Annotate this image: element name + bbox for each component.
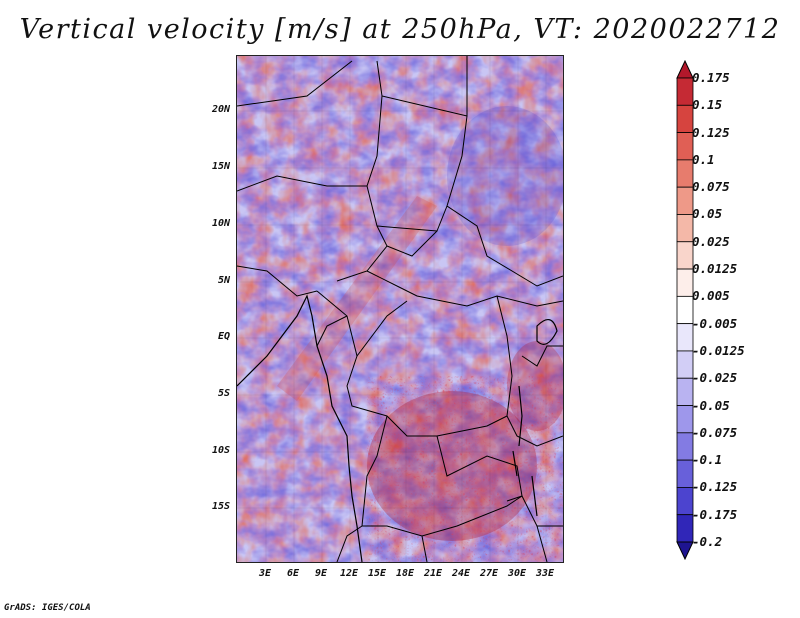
lon-tick-label: 33E [535,568,555,579]
velocity-field-map [237,56,563,562]
descent-region-ne [447,106,563,246]
colorbar-tick-label: 0.05 [692,206,723,222]
coastline [237,294,363,562]
colorbar-tick-label: -0.175 [692,506,738,522]
lon-tick-label: 30E [507,568,527,579]
colorbar-segment [676,350,694,379]
chart-title: Vertical velocity [m/s] at 250hPa, VT: 2… [19,14,781,45]
colorbar [676,60,694,560]
colorbar-tick-label: -0.05 [692,397,730,413]
country-borders [237,56,563,562]
lon-tick-label: 9E [314,568,328,579]
colorbar-segment [676,104,694,133]
colorbar-tick-label: -0.1 [692,452,723,468]
colorbar-segment [676,214,694,243]
colorbar-top-arrow [676,60,694,79]
colorbar-tick-label: 0.125 [692,124,730,140]
colorbar-tick-label: 0.1 [692,151,715,167]
colorbar-tick-label: 0.0125 [692,261,738,277]
colorbar-segment [676,159,694,188]
lon-tick-label: 24E [451,568,471,579]
colorbar-tick-label: 0.175 [692,70,730,85]
colorbar-segment [676,268,694,297]
lat-tick-label: 20N [211,104,230,115]
colorbar-segment [676,405,694,434]
grads-credit: GrADS: IGES/COLA [4,603,91,613]
colorbar-segment [676,459,694,488]
colorbar-segment [676,241,694,270]
colorbar-segment [676,132,694,161]
ascent-speckle [367,376,563,562]
lat-tick-label: 15N [211,161,230,172]
graticule [237,56,563,562]
colorbar-segment [676,377,694,406]
lat-tick-label: 10N [211,218,230,229]
colorbar-tick-label: -0.125 [692,479,738,495]
colorbar-segment [676,514,694,543]
lon-tick-label: 18E [395,568,415,579]
colorbar-segment [676,186,694,215]
colorbar-tick-label: 0.005 [692,288,730,304]
lon-tick-label: 3E [258,568,272,579]
lon-tick-label: 12E [339,568,359,579]
lakes [512,319,558,517]
colorbar-segment [676,295,694,325]
colorbar-tick-label: -0.0125 [692,342,745,358]
lat-tick-label: 10S [211,445,230,456]
lat-tick-label: 5S [217,388,230,399]
colorbar-tick-label: -0.2 [692,534,723,549]
colorbar-tick-label: -0.005 [692,315,738,331]
colorbar-tick-label: -0.025 [692,370,738,386]
map-panel [236,55,564,563]
lon-tick-label: 21E [423,568,443,579]
colorbar-bottom-arrow [676,541,694,560]
lon-tick-label: 6E [286,568,300,579]
colorbar-tick-label: -0.075 [692,424,738,440]
colorbar-tick-label: 0.15 [692,97,723,113]
lon-tick-label: 15E [367,568,387,579]
colorbar-segment [676,432,694,461]
colorbar-segment [676,487,694,516]
diagonal-band [277,196,437,401]
lat-tick-label: 15S [211,501,230,512]
lat-tick-label: EQ [217,331,230,342]
colorbar-tick-label: 0.025 [692,233,730,249]
lon-tick-label: 27E [479,568,499,579]
colorbar-segment [676,77,694,106]
lat-tick-label: 5N [217,275,230,286]
colorbar-segment [676,323,694,352]
colorbar-tick-label: 0.075 [692,179,730,195]
